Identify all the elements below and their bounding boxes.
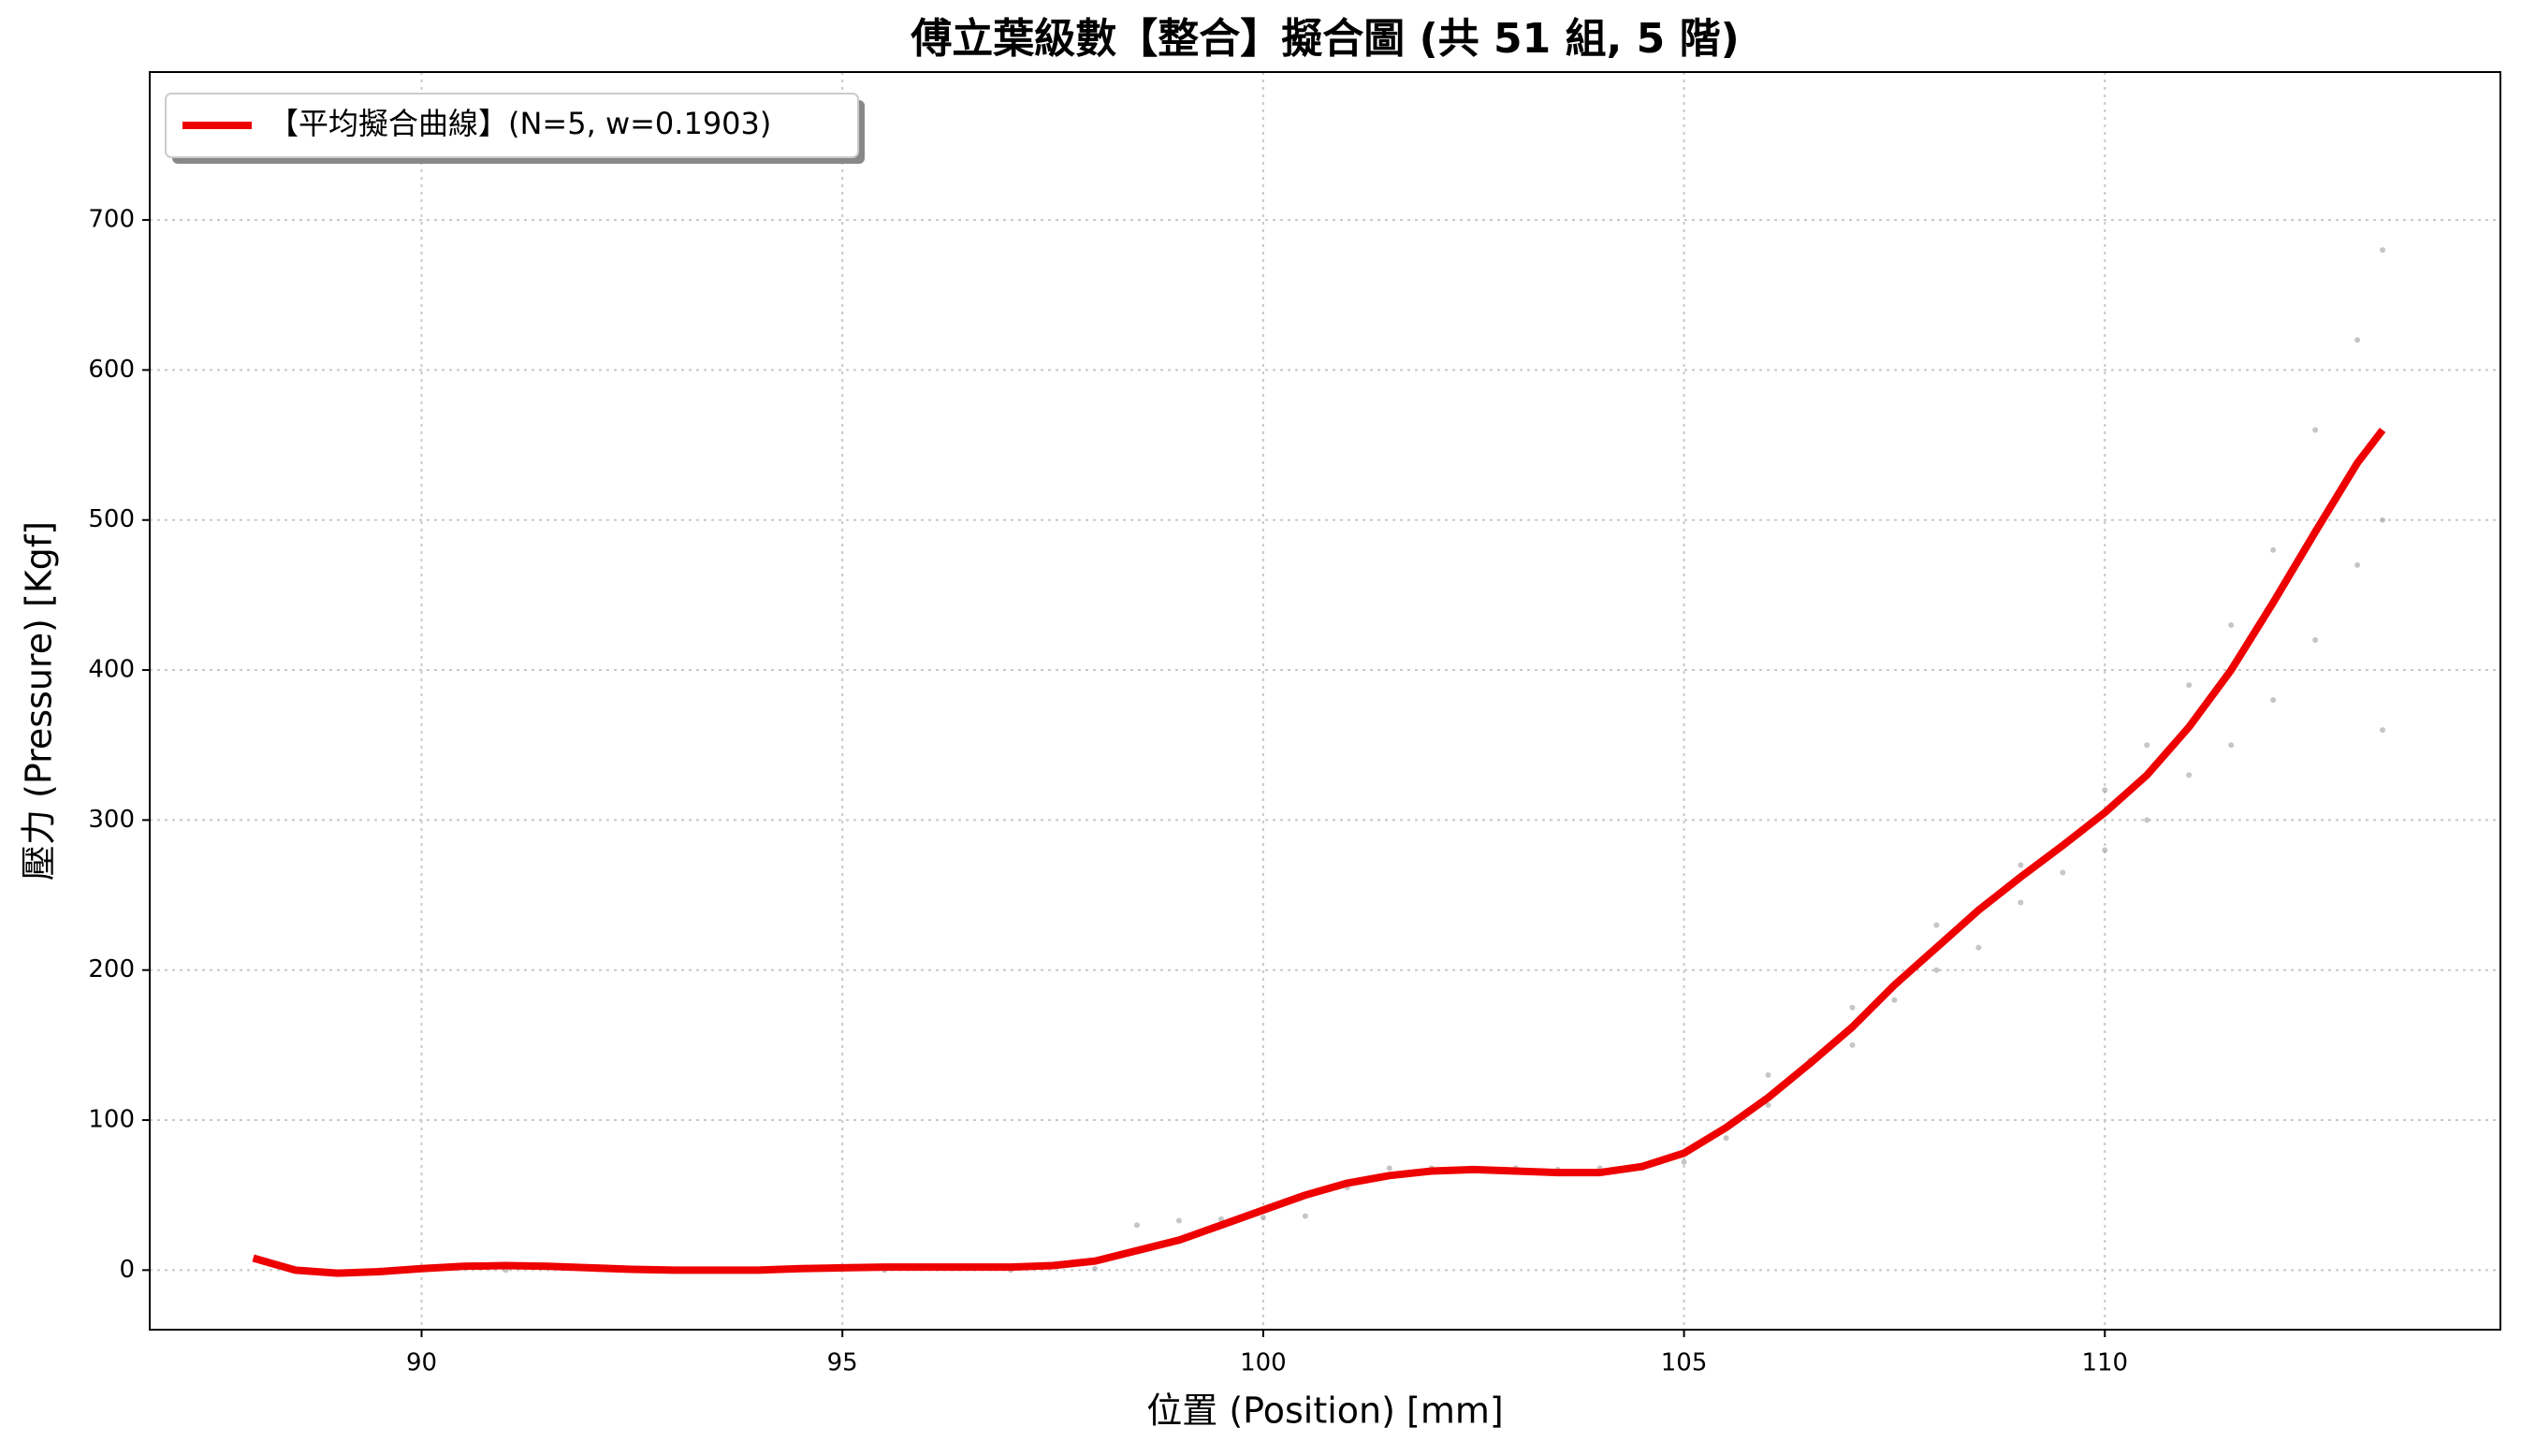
- scatter-point: [2380, 247, 2386, 254]
- scatter-point: [1133, 1222, 1140, 1229]
- scatter-point: [2312, 636, 2319, 643]
- scatter-point: [2380, 517, 2386, 523]
- scatter-point: [2018, 862, 2024, 868]
- x-tick-label: 100: [1240, 1349, 1287, 1377]
- scatter-point: [1975, 944, 1982, 951]
- plot-frame: [149, 71, 2501, 1331]
- legend: 【平均擬合曲線】(N=5, w=0.1903): [165, 93, 865, 164]
- scatter-point: [1765, 1071, 1771, 1078]
- scatter-point: [2228, 621, 2235, 628]
- x-tick-label: 95: [827, 1349, 858, 1377]
- y-tick-label: 0: [119, 1256, 135, 1284]
- legend-box: [165, 93, 859, 158]
- y-tick-label: 400: [88, 656, 135, 684]
- scatter-point: [2018, 899, 2024, 906]
- scatter-point: [1092, 1265, 1099, 1272]
- fit-line: [252, 428, 2386, 1277]
- y-tick-label: 200: [88, 955, 135, 983]
- scatter-point: [2380, 727, 2386, 734]
- scatter-point: [1175, 1217, 1182, 1224]
- x-tick-label: 90: [406, 1349, 437, 1377]
- x-tick-label: 110: [2081, 1349, 2128, 1377]
- scatter-point: [2270, 697, 2277, 704]
- scatter-point: [2228, 742, 2235, 749]
- scatter-point: [2270, 546, 2277, 553]
- y-tick-label: 100: [88, 1106, 135, 1134]
- scatter-point: [1723, 1135, 1729, 1142]
- scatter-point: [2354, 337, 2361, 343]
- legend-label: 【平均擬合曲線】(N=5, w=0.1903): [269, 106, 771, 141]
- scatter-point: [1302, 1213, 1308, 1219]
- scatter-point: [1891, 997, 1898, 1003]
- scatter-point: [2312, 427, 2319, 433]
- y-tick-label: 600: [88, 356, 135, 384]
- scatter-point: [2102, 787, 2108, 794]
- scatter-point: [1260, 1215, 1266, 1221]
- scatter-point: [2354, 561, 2361, 568]
- chart-title: 傅立葉級數【整合】擬合圖 (共 51 組, 5 階): [910, 15, 1739, 63]
- scatter-point: [1933, 967, 1940, 973]
- scatter-point: [1933, 922, 1940, 928]
- scatter-point: [2144, 742, 2150, 749]
- scatter-point: [2186, 772, 2193, 779]
- y-tick-label: 700: [88, 206, 135, 234]
- scatter-point: [1217, 1216, 1224, 1222]
- scatter-point: [1849, 1004, 1856, 1011]
- scatter-point: [2102, 847, 2108, 853]
- scatter-point: [2186, 682, 2193, 689]
- scatter-point: [1386, 1165, 1392, 1172]
- scatter-point: [1849, 1041, 1856, 1048]
- y-tick-label: 500: [88, 505, 135, 533]
- x-tick-label: 105: [1661, 1349, 1708, 1377]
- y-tick-label: 300: [88, 806, 135, 834]
- scatter-point: [1681, 1158, 1687, 1165]
- scatter-point: [2144, 817, 2150, 823]
- scatter-point: [2060, 869, 2066, 876]
- x-axis-label: 位置 (Position) [mm]: [1146, 1390, 1503, 1432]
- y-axis-label: 壓力 (Pressure) [Kgf]: [19, 521, 60, 881]
- scatter-point: [1765, 1101, 1771, 1108]
